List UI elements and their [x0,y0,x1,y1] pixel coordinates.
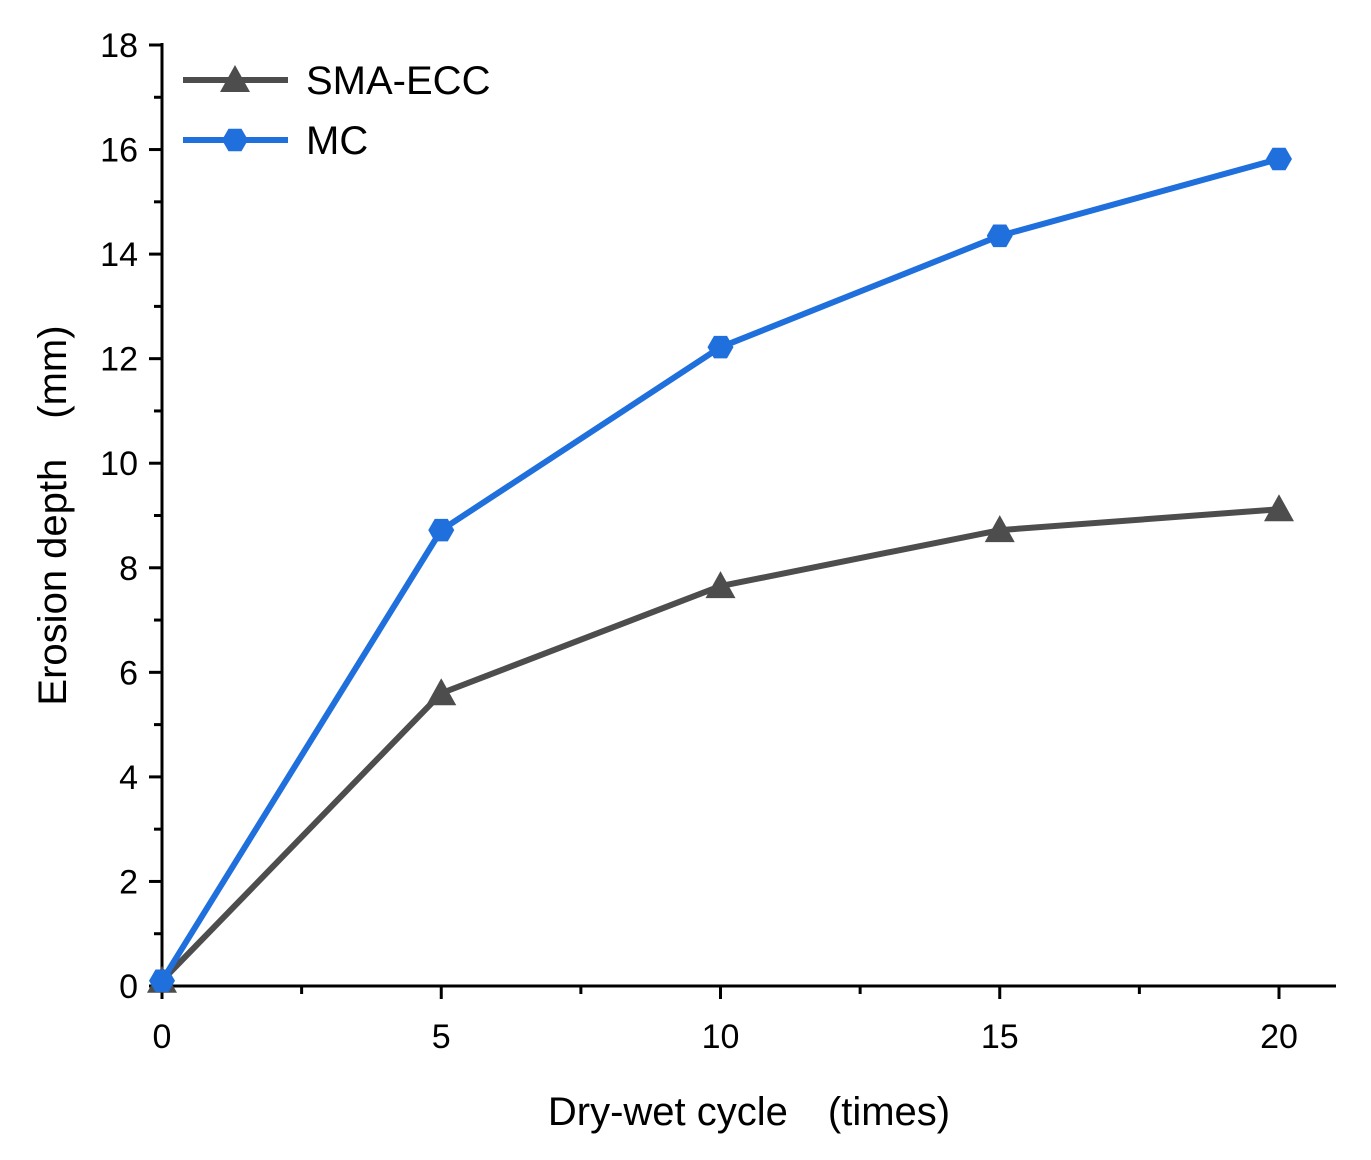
x-tick-label: 5 [432,1018,451,1056]
x-tick-label: 15 [981,1018,1019,1056]
data-point-sma-ecc [1264,494,1294,522]
y-tick-label: 16 [100,132,138,170]
data-point-sma-ecc [705,571,736,599]
data-point-mc [986,224,1013,248]
series-line-mc [159,156,1280,983]
series-layer [147,147,1294,993]
data-point-sma-ecc [426,678,457,706]
y-tick-label: 6 [119,654,138,692]
y-tick-label: 18 [100,27,138,65]
y-tick-label: 10 [100,445,138,483]
y-tick-label: 14 [100,236,138,274]
y-tick-label: 12 [100,341,138,379]
data-point-sma-ecc [984,515,1015,543]
data-point-mc [707,335,734,359]
legend-marker-sma-ecc [220,65,250,92]
legend: SMA-ECC MC [183,59,490,163]
x-tick-label: 20 [1260,1018,1298,1056]
data-point-mc [428,518,455,542]
y-axis-title: Erosion depth (mm) [31,325,75,705]
y-tick-label: 2 [119,863,138,901]
y-tick-label: 4 [119,759,138,797]
data-point-mc [149,969,175,993]
legend-label-sma-ecc: SMA-ECC [306,59,490,103]
x-tick-label: 10 [702,1018,740,1056]
y-tick-label: 8 [119,550,138,588]
legend-label-mc: MC [306,119,368,163]
series-sma-ecc [147,494,1294,993]
series-mc [149,147,1292,993]
legend-marker-mc [222,128,248,152]
legend-item-sma-ecc: SMA-ECC [183,59,490,103]
x-axis-title: Dry-wet cycle (times) [548,1090,950,1134]
axes: 0 5 10 15 20 0 2 4 6 8 10 12 14 16 18 [100,27,1336,1056]
x-tick-label: 0 [153,1018,172,1056]
data-point-mc [1266,147,1292,171]
legend-item-mc: MC [183,119,368,163]
y-tick-label: 0 [119,968,138,1006]
